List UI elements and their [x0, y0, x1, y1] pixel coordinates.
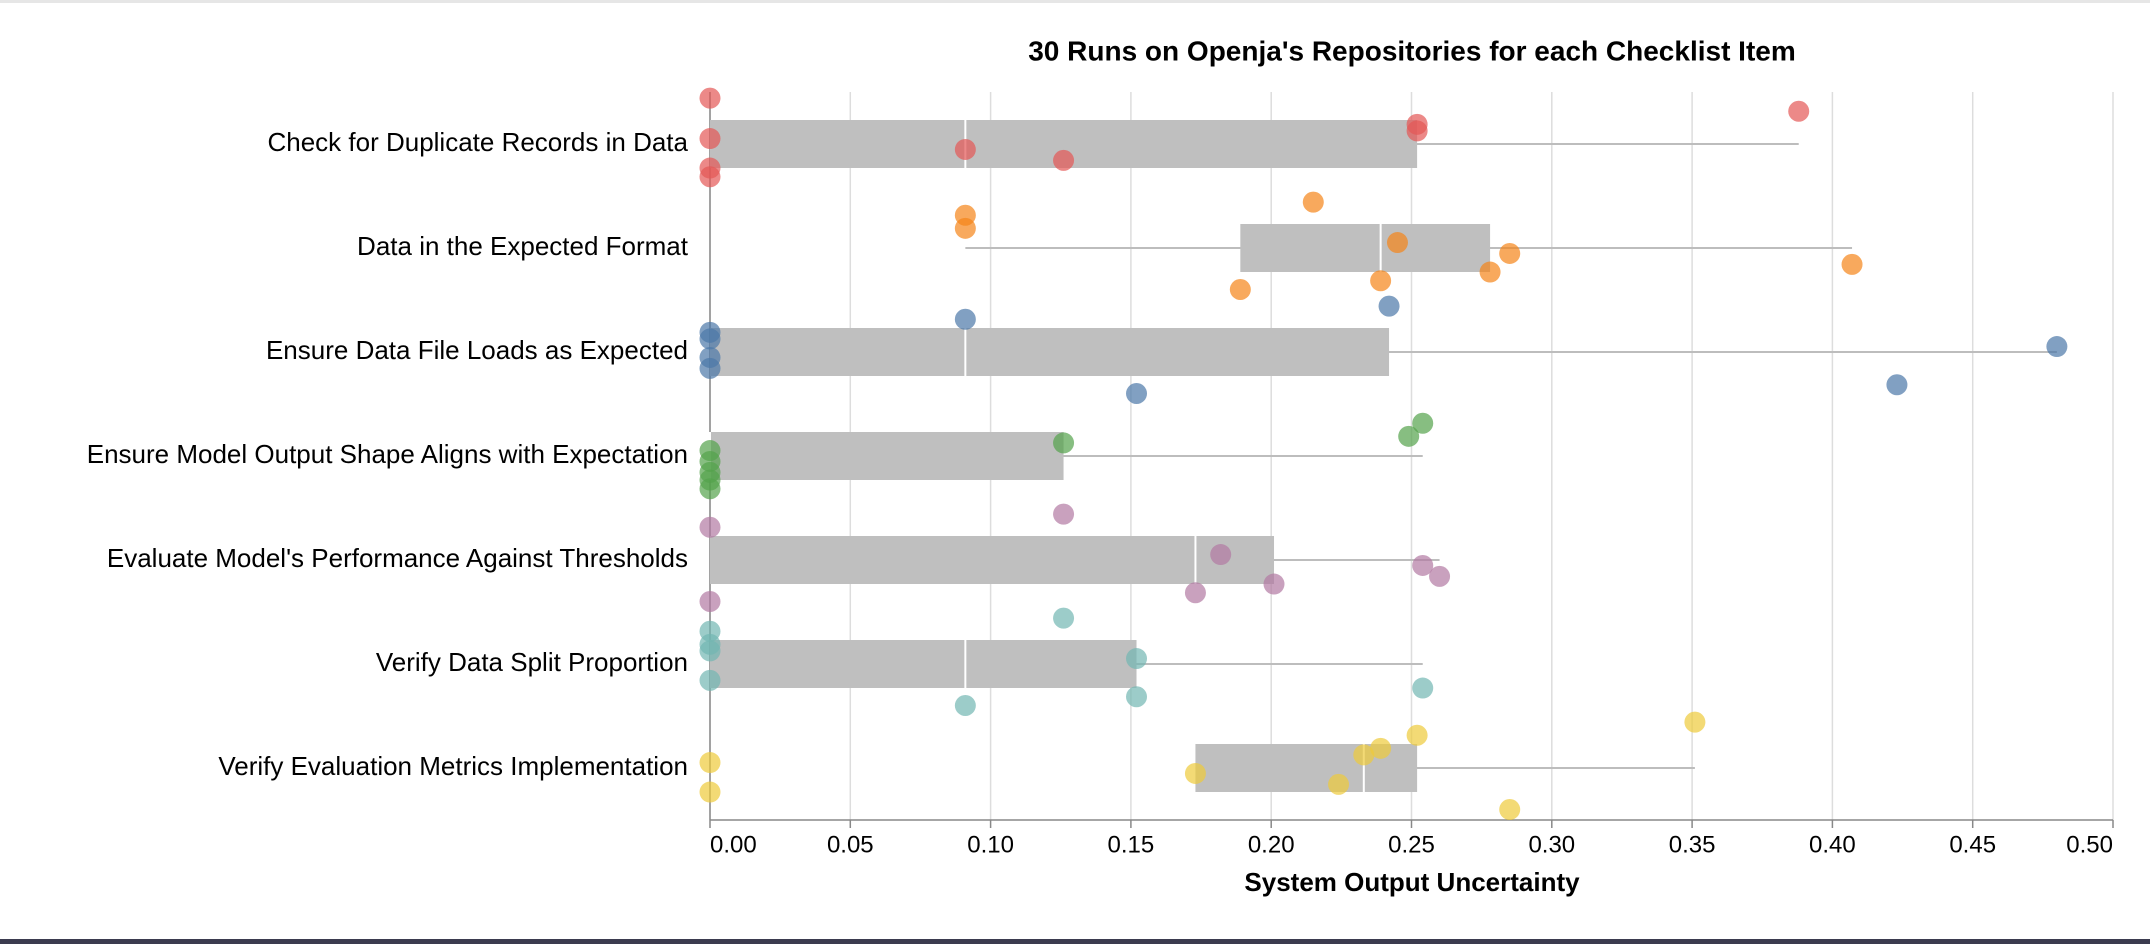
- data-point: [1353, 744, 1375, 766]
- data-point: [699, 620, 721, 642]
- category-label: Check for Duplicate Records in Data: [267, 127, 688, 157]
- data-point: [1370, 270, 1392, 292]
- data-point: [699, 461, 721, 483]
- bottom-border: [0, 939, 2150, 944]
- data-point: [1886, 374, 1908, 396]
- data-point: [1184, 762, 1206, 784]
- x-tick-label: 0.10: [967, 831, 1014, 858]
- data-point: [1126, 648, 1148, 670]
- x-tick-label: 0.25: [1388, 831, 1435, 858]
- x-tick-label: 0.20: [1248, 831, 1295, 858]
- category-label: Ensure Model Output Shape Aligns with Ex…: [87, 439, 688, 469]
- data-point: [954, 204, 976, 226]
- data-point: [1263, 573, 1285, 595]
- x-tick-label: 0.50: [2066, 831, 2113, 858]
- data-point: [1841, 253, 1863, 275]
- category-label: Evaluate Model's Performance Against Thr…: [107, 543, 688, 573]
- data-point: [1184, 582, 1206, 604]
- data-point: [1499, 242, 1521, 264]
- x-tick-label: 0.00: [710, 831, 757, 858]
- data-point: [699, 87, 721, 109]
- data-point: [1479, 261, 1501, 283]
- data-point: [1378, 295, 1400, 317]
- data-point: [1053, 149, 1075, 171]
- data-point: [1429, 565, 1451, 587]
- x-tick-label: 0.05: [827, 831, 874, 858]
- chart-title: 30 Runs on Openja's Repositories for eac…: [1028, 35, 1796, 66]
- data-point: [1126, 382, 1148, 404]
- data-point: [1328, 773, 1350, 795]
- box: [710, 640, 1137, 688]
- category-label: Data in the Expected Format: [357, 231, 689, 261]
- data-point: [1684, 711, 1706, 733]
- category-label: Verify Evaluation Metrics Implementation: [218, 751, 688, 781]
- x-tick-label: 0.30: [1528, 831, 1575, 858]
- box: [710, 536, 1275, 584]
- data-point: [954, 308, 976, 330]
- data-point: [1302, 191, 1324, 213]
- data-point: [954, 138, 976, 160]
- data-point: [1412, 554, 1434, 576]
- data-point: [699, 590, 721, 612]
- data-point: [699, 669, 721, 691]
- data-point: [699, 157, 721, 179]
- data-point: [1229, 278, 1251, 300]
- data-point: [1412, 412, 1434, 434]
- data-point: [1053, 432, 1075, 454]
- data-point: [1788, 100, 1810, 122]
- data-point: [1398, 425, 1420, 447]
- data-point: [1053, 503, 1075, 525]
- data-point: [1386, 232, 1408, 254]
- data-point: [699, 516, 721, 538]
- data-point: [1499, 798, 1521, 820]
- box: [710, 328, 1390, 376]
- x-tick-label: 0.40: [1809, 831, 1856, 858]
- box: [710, 432, 1064, 480]
- data-point: [699, 781, 721, 803]
- data-point: [2046, 336, 2068, 358]
- data-point: [699, 752, 721, 774]
- data-point: [699, 357, 721, 379]
- data-point: [1406, 724, 1428, 746]
- x-axis-title: System Output Uncertainty: [1244, 867, 1580, 897]
- data-point: [1406, 113, 1428, 135]
- category-label: Ensure Data File Loads as Expected: [266, 335, 688, 365]
- data-point: [1370, 737, 1392, 759]
- data-point: [1412, 677, 1434, 699]
- data-point: [1210, 544, 1232, 566]
- category-label: Verify Data Split Proportion: [376, 647, 688, 677]
- data-point: [1126, 686, 1148, 708]
- x-tick-label: 0.35: [1669, 831, 1716, 858]
- x-tick-label: 0.15: [1108, 831, 1155, 858]
- data-point: [699, 128, 721, 150]
- data-point: [1053, 607, 1075, 629]
- x-tick-label: 0.45: [1949, 831, 1996, 858]
- box: [1240, 224, 1491, 272]
- top-border: [0, 0, 2150, 3]
- data-point: [954, 694, 976, 716]
- data-point: [699, 321, 721, 343]
